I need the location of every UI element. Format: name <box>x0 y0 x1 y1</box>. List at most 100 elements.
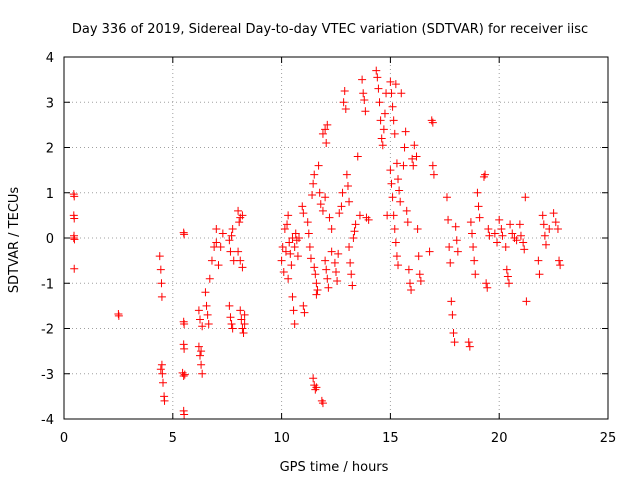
data-point <box>521 193 530 202</box>
data-point <box>279 267 288 276</box>
data-point <box>503 272 512 281</box>
data-point <box>70 264 79 273</box>
data-point <box>391 80 400 89</box>
axis-ticks: 0 5 10 15 20 25 -4 -3 -2 -1 0 1 2 3 4 <box>41 51 616 446</box>
data-point <box>495 215 504 224</box>
data-point <box>534 256 543 265</box>
data-point <box>361 107 370 116</box>
data-point <box>425 247 434 256</box>
data-point <box>314 161 323 170</box>
data-point <box>179 372 188 381</box>
data-point <box>362 213 371 222</box>
data-point <box>501 243 510 252</box>
data-point <box>512 236 521 245</box>
data-point <box>446 258 455 267</box>
data-point <box>310 263 319 272</box>
data-point <box>228 224 237 233</box>
data-point <box>541 240 550 249</box>
data-point <box>321 256 330 265</box>
data-point <box>318 129 327 138</box>
x-tick-label: 15 <box>382 431 399 446</box>
data-point <box>227 231 236 240</box>
data-point <box>197 360 206 369</box>
data-point <box>332 267 340 276</box>
data-point <box>327 247 336 256</box>
data-point <box>180 410 189 419</box>
data-point <box>346 258 355 267</box>
data-point <box>538 211 547 220</box>
data-point <box>549 209 558 218</box>
data-point <box>519 238 528 247</box>
data-point <box>308 191 317 200</box>
data-point <box>378 141 387 150</box>
data-point <box>444 215 453 224</box>
data-point <box>506 220 515 229</box>
data-point <box>539 220 548 229</box>
data-point <box>286 249 295 258</box>
data-point <box>479 172 488 181</box>
data-point <box>520 245 529 254</box>
data-point <box>522 297 531 306</box>
data-point <box>289 306 298 315</box>
data-point <box>465 342 474 351</box>
data-point <box>379 125 388 134</box>
data-point <box>325 213 334 222</box>
data-point <box>318 206 327 215</box>
data-point <box>155 252 164 261</box>
data-point <box>445 243 454 252</box>
data-point <box>391 238 400 247</box>
data-point <box>287 261 296 270</box>
data-point <box>540 231 549 240</box>
data-point <box>473 188 482 197</box>
data-point <box>315 188 324 197</box>
data-point <box>226 313 235 322</box>
data-point <box>313 286 322 295</box>
data-point <box>278 243 287 252</box>
data-point <box>453 247 462 256</box>
data-point <box>442 193 451 202</box>
x-tick-label: 5 <box>169 431 177 446</box>
data-point <box>311 270 320 279</box>
data-point <box>203 310 212 319</box>
data-point <box>377 134 386 143</box>
data-point <box>322 138 331 147</box>
data-point <box>295 234 304 242</box>
data-point <box>226 247 235 256</box>
data-point <box>464 338 473 347</box>
data-point <box>429 170 438 179</box>
data-point <box>212 238 221 247</box>
data-point <box>204 319 213 328</box>
data-point <box>359 89 368 98</box>
data-point <box>306 254 315 263</box>
data-point <box>484 224 493 233</box>
data-point <box>156 265 165 274</box>
data-point <box>374 84 383 93</box>
data-point <box>345 197 354 206</box>
data-point <box>373 73 382 82</box>
data-point <box>180 370 189 379</box>
y-tick-label: -3 <box>41 368 54 383</box>
data-point <box>386 166 395 175</box>
data-point <box>545 224 554 233</box>
data-point <box>156 365 165 374</box>
data-point <box>180 230 189 239</box>
data-points <box>69 66 565 419</box>
data-point <box>299 301 308 310</box>
data-point <box>466 218 475 227</box>
data-point <box>323 120 332 129</box>
data-point <box>408 154 417 163</box>
data-point <box>194 306 203 315</box>
data-point <box>405 279 414 288</box>
data-point <box>180 319 189 328</box>
data-point <box>428 118 437 127</box>
data-point <box>198 369 207 378</box>
data-point <box>290 319 299 328</box>
data-point <box>160 396 169 405</box>
data-point <box>515 220 524 229</box>
data-point <box>298 202 307 211</box>
data-point <box>390 129 399 138</box>
data-point <box>197 347 206 356</box>
data-point <box>236 306 245 315</box>
data-point <box>485 231 494 240</box>
